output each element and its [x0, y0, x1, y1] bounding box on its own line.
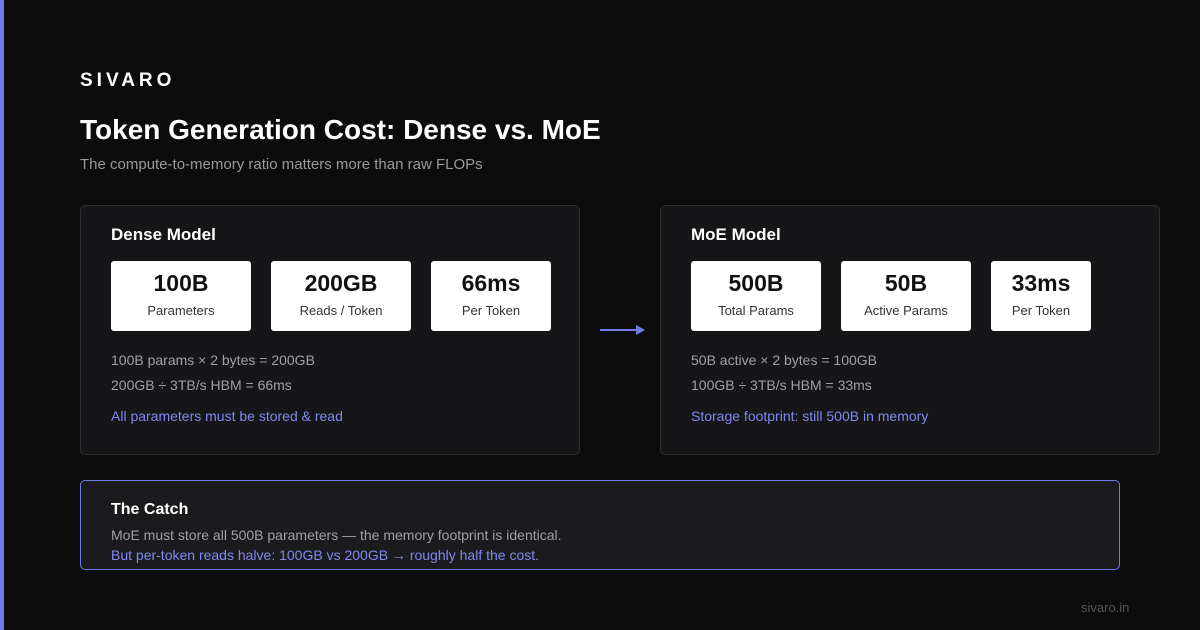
stat-value: 100B: [153, 270, 209, 296]
stat-card: 66ms Per Token: [431, 261, 551, 331]
stat-value: 33ms: [1011, 270, 1071, 296]
panel-note: All parameters must be stored & read: [111, 408, 343, 424]
stat-value: 500B: [728, 270, 784, 296]
calc-line: 50B active × 2 bytes = 100GB: [691, 352, 878, 368]
panel-title: MoE Model: [691, 225, 781, 244]
stat-card: 33ms Per Token: [991, 261, 1091, 331]
stat-label: Total Params: [718, 303, 794, 318]
panel-note: Storage footprint: still 500B in memory: [691, 408, 929, 424]
stat-value: 50B: [884, 270, 928, 296]
stat-card: 50B Active Params: [841, 261, 971, 331]
panel: MoE Model 500B Total Params 50B Active Param…: [660, 205, 1160, 455]
subtitle: The compute-to-memory ratio matters more…: [80, 156, 483, 173]
panel: Dense Model 100B Parameters 200GB Reads / To…: [80, 205, 580, 455]
panel-title: Dense Model: [111, 225, 216, 244]
stat-label: Reads / Token: [299, 303, 383, 318]
title: Token Generation Cost: Dense vs. MoE: [80, 114, 601, 145]
footer: sivaro.in: [1081, 600, 1130, 615]
stat-label: Active Params: [864, 303, 948, 318]
brand: SIVARO: [80, 70, 176, 91]
stat-value: 200GB: [304, 270, 378, 296]
arrow: [600, 325, 645, 335]
calc-line: 200GB ÷ 3TB/s HBM = 66ms: [111, 377, 292, 393]
stat-card: 100B Parameters: [111, 261, 251, 331]
stat-label: Per Token: [461, 303, 521, 318]
calc-line: 100B params × 2 bytes = 200GB: [111, 352, 315, 368]
stat-label: Parameters: [147, 303, 215, 318]
stat-card: 200GB Reads / Token: [271, 261, 411, 331]
stat-label: Per Token: [1011, 303, 1071, 318]
catch-line: MoE must store all 500B parameters — the…: [111, 527, 562, 543]
calc-line: 100GB ÷ 3TB/s HBM = 33ms: [691, 377, 872, 393]
catch-title: The Catch: [111, 501, 189, 518]
catch-highlight: But per-token reads halve: 100GB vs 200G…: [111, 547, 540, 563]
stat-card: 500B Total Params: [691, 261, 821, 331]
stat-value: 66ms: [461, 270, 521, 296]
accent-bar: [0, 0, 4, 630]
catch-box: The Catch MoE must store all 500B parame…: [80, 480, 1120, 570]
